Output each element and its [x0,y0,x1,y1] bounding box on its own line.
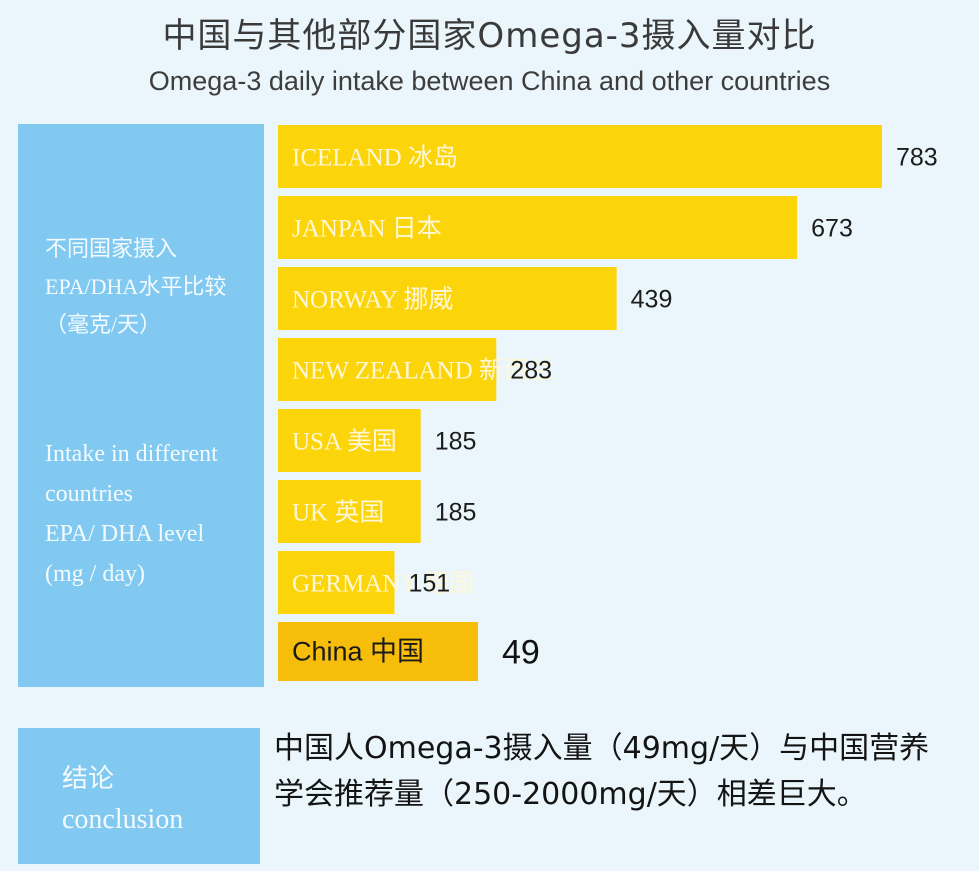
bar-6 [278,551,395,614]
bar-value-1: 673 [811,215,853,243]
bar-value-0: 783 [896,144,938,172]
axis-label-en: Intake in different countries EPA/ DHA l… [45,441,218,587]
bar-label-5: UK 英国 [292,499,384,527]
axis-label-cn: 不同国家摄入 EPA/DHA水平比较 （毫克/天） [45,236,227,337]
bar-value-5: 185 [435,499,477,527]
bar-value-7: 49 [502,634,540,672]
bar-1 [278,196,798,259]
bar-label-4: USA 美国 [292,428,397,456]
bar-0 [278,125,882,188]
bar-value-3: 283 [510,357,552,385]
conclusion-label-en: conclusion [62,804,184,835]
conclusion-text: 中国人Omega-3摄入量（49mg/天）与中国营养学会推荐量（250-2000… [274,731,930,812]
axis-label-panel: 不同国家摄入 EPA/DHA水平比较 （毫克/天） Intake in diff… [18,124,264,687]
bar-label-0: ICELAND 冰岛 [292,144,458,172]
chart-title: 中国与其他部分国家Omega-3摄入量对比 [162,16,817,56]
bar-7 [278,622,478,681]
bar-4 [278,409,421,472]
bar-label-1: JANPAN 日本 [292,215,442,243]
chart-subtitle: Omega-3 daily intake between China and o… [148,66,831,96]
bar-label-2: NORWAY 挪威 [292,286,453,314]
bar-label-3: NEW ZEALAND 新西兰 [292,357,554,385]
bar-value-2: 439 [631,286,673,314]
bar-5 [278,480,421,543]
bar-3 [278,338,497,401]
bar-value-6: 151 [408,570,450,598]
conclusion-label-cn: 结论 [62,764,115,793]
bar-label-7: China 中国 [292,637,424,667]
bar-label-6: GERMANY 德国 [292,570,474,598]
conclusion-panel: 结论 conclusion [18,728,260,864]
bar-2 [278,267,617,330]
bar-value-4: 185 [435,428,477,456]
